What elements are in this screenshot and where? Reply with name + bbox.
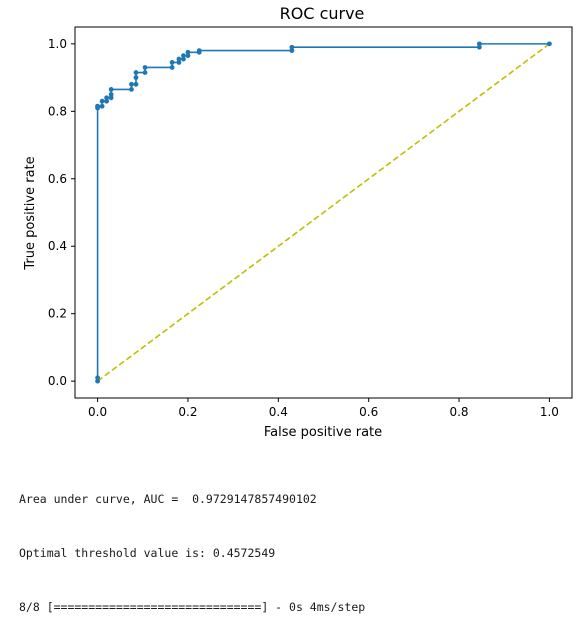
y-tick-label: 1.0 (48, 37, 67, 51)
roc-point (176, 60, 182, 65)
y-axis-ticks: 0.0 0.2 0.4 0.6 0.8 1.0 (48, 37, 75, 388)
x-axis-ticks: 0.0 0.2 0.4 0.6 0.8 1.0 (88, 398, 559, 419)
roc-point (476, 44, 482, 50)
roc-point (129, 81, 134, 87)
y-tick-label: 0.2 (48, 307, 67, 321)
roc-point (95, 378, 100, 384)
plot-area-frame (74, 26, 573, 399)
x-tick-label: 0.2 (178, 405, 197, 419)
roc-point (476, 41, 482, 47)
roc-point (289, 44, 295, 50)
chance-diagonal-line (97, 43, 550, 382)
roc-point (142, 70, 148, 75)
roc-point (176, 56, 182, 62)
roc-point (169, 60, 175, 65)
roc-point (104, 95, 110, 101)
roc-point (108, 95, 114, 101)
roc-point (99, 103, 105, 109)
roc-point (142, 65, 148, 70)
threshold-output-line: Optimal threshold value is: 0.4572549 (19, 546, 276, 560)
progress-output-line: 8/8 [==============================] - 0… (19, 600, 366, 614)
x-tick-label: 0.4 (269, 405, 288, 419)
roc-point (95, 375, 100, 381)
x-tick-label: 0.0 (88, 405, 107, 419)
x-axis-label: False positive rate (264, 425, 382, 440)
roc-point (196, 48, 202, 54)
roc-point (289, 48, 295, 54)
roc-point (547, 41, 552, 47)
y-tick-label: 0.6 (48, 172, 67, 186)
x-tick-label: 0.6 (359, 405, 378, 419)
x-tick-label: 0.8 (449, 405, 468, 419)
roc-point (185, 53, 191, 59)
console-output: Area under curve, AUC = 0.97291478574901… (19, 454, 365, 634)
roc-point (133, 75, 139, 80)
roc-point (129, 86, 134, 92)
roc-point (185, 49, 191, 55)
roc-point (95, 103, 100, 109)
auc-output-line: Area under curve, AUC = 0.97291478574901… (19, 492, 317, 506)
roc-point (133, 70, 139, 75)
x-tick-label: 1.0 (540, 405, 559, 419)
chart-title: ROC curve (280, 4, 365, 23)
y-tick-label: 0.8 (48, 104, 67, 118)
roc-point (133, 81, 139, 87)
y-axis-label: True positive rate (23, 156, 38, 270)
roc-point (104, 98, 110, 104)
roc-point (108, 92, 114, 97)
roc-point (181, 53, 186, 59)
roc-point (99, 98, 105, 104)
roc-chart: ROC curve 0.0 0.2 0.4 0.6 0.8 1.0 0.00.20.40.… (23, 4, 573, 440)
series-layer (95, 41, 552, 384)
y-tick-label: 0.0 (48, 374, 67, 388)
roc-point (181, 56, 186, 62)
roc-point (108, 86, 114, 92)
roc-point (169, 65, 175, 70)
y-tick-label: 0.4 (48, 239, 67, 253)
